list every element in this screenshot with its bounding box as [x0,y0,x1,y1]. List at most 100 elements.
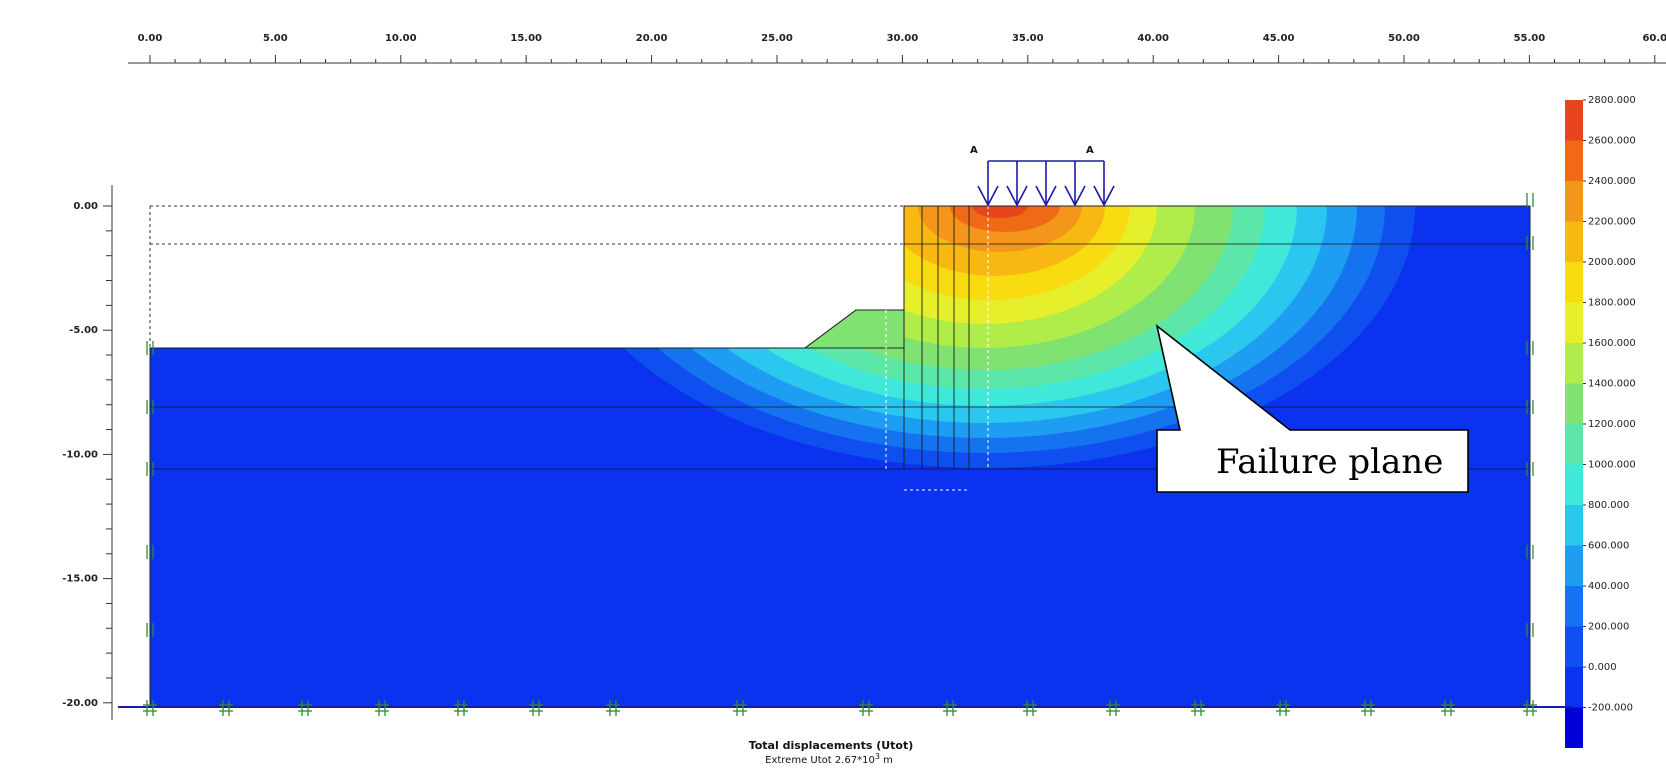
caption-subtitle-prefix: Extreme Utot 2.67*10 [765,755,875,766]
legend-swatch [1565,626,1583,667]
callout-text: Failure plane [1216,442,1443,482]
failure-plane-callout: Failure plane [1155,323,1469,493]
load-arrowhead [1064,185,1086,207]
pile-group [903,206,970,469]
legend-swatch [1565,221,1583,262]
x-tick-label: 50.00 [1388,33,1420,44]
fixity-marker [454,700,468,716]
x-tick-label: 15.00 [510,33,542,44]
fixity-marker [606,700,620,716]
side-fixity-marker [1526,400,1534,414]
y-tick-label: -15.00 [62,574,98,585]
x-tick-label: 5.00 [263,33,288,44]
interface-lines [885,206,989,491]
fixity-marker [529,700,543,716]
fixity-marker [733,700,747,716]
legend-label: 1400.000 [1588,379,1636,390]
y-tick-label: -10.00 [62,449,98,460]
x-tick-label: 25.00 [761,33,793,44]
side-fixity-marker [1526,462,1534,476]
legend-label: 1600.000 [1588,338,1636,349]
legend-label: 2800.000 [1588,95,1636,106]
legend-label: 1200.000 [1588,419,1636,430]
side-fixity-marker [1526,623,1534,637]
fixity-markers [143,700,1537,716]
fixity-marker [143,700,157,716]
caption-subtitle-unit: m [880,755,893,766]
fixity-marker [1023,700,1037,716]
legend-swatch [1565,100,1583,141]
top-ruler: 0.00 5.00 10.00 15.00 20.00 25.00 30.00 35.00 40… [128,33,1666,64]
legend-swatch [1565,505,1583,546]
fixity-marker [1441,700,1455,716]
fixity-marker [1106,700,1120,716]
side-fixity-marker [146,545,154,559]
load-label-a1: A [970,145,978,156]
legend-swatch [1565,667,1583,708]
legend-swatch [1565,383,1583,424]
legend-swatch [1565,343,1583,384]
caption-subtitle-exponent: 3 [875,752,880,761]
side-fixity-marker [146,623,154,637]
legend-label: 0.000 [1588,662,1617,673]
distributed-load [977,160,1115,207]
soil-domain [149,205,1531,707]
load-label-a2: A [1086,145,1094,156]
y-tick-label: -5.00 [69,325,98,336]
x-tick-label: 30.00 [887,33,919,44]
legend-swatch [1565,140,1583,181]
legend-label: 400.000 [1588,581,1629,592]
legend-label: 600.000 [1588,541,1629,552]
x-tick-label: 0.00 [138,33,163,44]
side-fixity-marker [1526,236,1534,250]
legend-swatch [1565,424,1583,465]
legend: 2800.000 2600.000 2400.000 2200.000 2000.000… [1560,95,1636,748]
x-tick-label: 35.00 [1012,33,1044,44]
x-tick-label: 40.00 [1137,33,1169,44]
legend-label: 2600.000 [1588,136,1636,147]
x-tick-label: 55.00 [1514,33,1546,44]
side-fixity-marker [146,400,154,414]
x-tick-label: 45.00 [1263,33,1295,44]
left-ruler: 0.00 -5.00 -10.00 -15.00 -20.00 [62,185,113,720]
legend-swatch [1565,302,1583,343]
legend-swatch [1565,545,1583,586]
legend-swatch [1565,181,1583,222]
load-arrowhead [977,185,999,207]
legend-label: -200.000 [1588,703,1633,714]
side-fixity-marker [146,462,154,476]
side-fixity-marker [1526,193,1534,207]
side-fixity-marker [1526,341,1534,355]
legend-swatch [1565,464,1583,505]
legend-swatch [1565,586,1583,627]
y-tick-label: 0.00 [73,201,98,212]
load-arrowhead [1006,185,1028,207]
load-arrowhead [1093,185,1115,207]
fixity-marker [943,700,957,716]
legend-label: 2000.000 [1588,257,1636,268]
fixity-marker [1191,700,1205,716]
legend-swatch [1565,262,1583,303]
legend-label: 1800.000 [1588,298,1636,309]
legend-label: 800.000 [1588,500,1629,511]
x-tick-label: 60.0 [1642,33,1666,44]
caption-subtitle: Extreme Utot 2.67*103 m [765,752,893,766]
side-fixity-marker [1526,545,1534,559]
legend-label: 200.000 [1588,622,1629,633]
x-tick-label: 20.00 [636,33,668,44]
side-fixity-marker [146,341,154,355]
fixity-marker [219,700,233,716]
load-arrowhead [1035,185,1057,207]
fixity-marker [859,700,873,716]
fixity-marker [298,700,312,716]
legend-label: 2400.000 [1588,176,1636,187]
legend-label: 2200.000 [1588,217,1636,228]
excavation-outline [149,205,904,348]
caption-title: Total displacements (Utot) [749,739,914,752]
fixity-marker [1361,700,1375,716]
y-tick-label: -20.00 [62,698,98,709]
fixity-marker [1276,700,1290,716]
legend-label: 1000.000 [1588,460,1636,471]
side-fixity-markers [146,193,1534,637]
